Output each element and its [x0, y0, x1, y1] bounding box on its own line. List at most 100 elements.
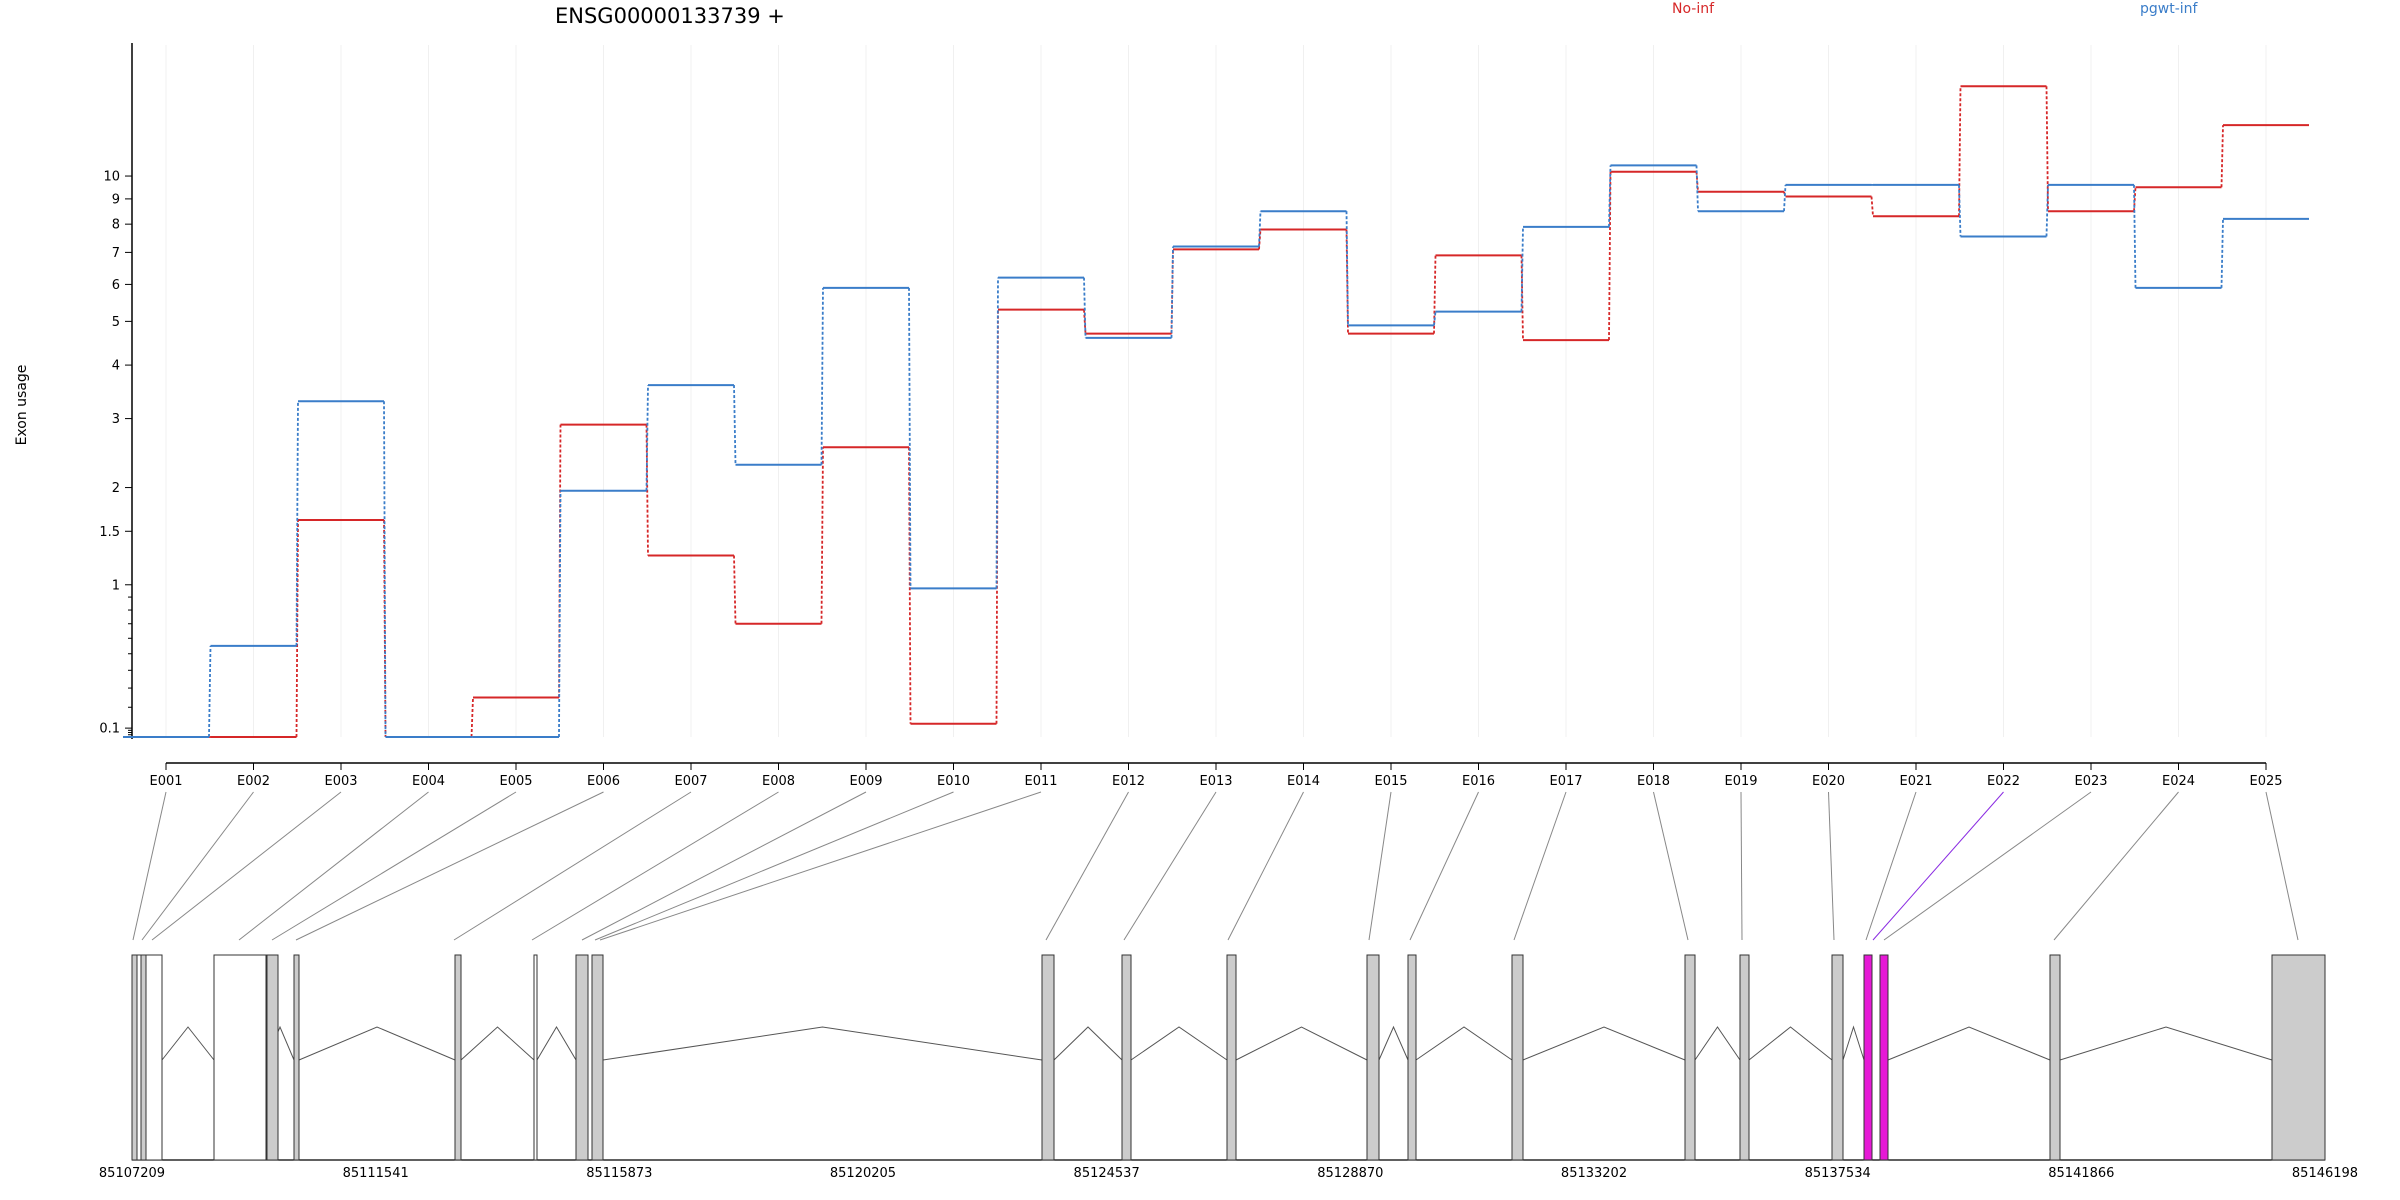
connector-E022: [1872, 791, 2004, 941]
connector-E008: [531, 791, 779, 941]
x-tick-label-E019: E019: [1724, 774, 1757, 789]
connector-E012: [1045, 791, 1129, 941]
exon-box: [2271, 954, 2326, 1161]
y-tick-label: 9: [112, 192, 120, 207]
connector-E024: [2053, 791, 2179, 941]
connector-E019: [1740, 791, 1743, 941]
exon-box: [575, 954, 589, 1161]
segment-E001: [208, 645, 212, 738]
x-tick-label-E007: E007: [674, 774, 707, 789]
segment-E017: [1608, 171, 1612, 341]
coordinate-label: 85111541: [343, 1166, 409, 1181]
x-tick-label-E025: E025: [2249, 774, 2282, 789]
x-tick-label-E006: E006: [587, 774, 620, 789]
connector-E011: [599, 791, 1042, 941]
x-tick-label-E001: E001: [149, 774, 182, 789]
intron-arc: [1378, 1025, 1409, 1061]
x-tick-label-E010: E010: [937, 774, 970, 789]
exon-box: [1041, 954, 1055, 1161]
connector-E018: [1653, 791, 1689, 941]
intron-arc: [1748, 1026, 1833, 1061]
y-tick-label: 10: [103, 170, 120, 185]
x-tick-label-E014: E014: [1287, 774, 1320, 789]
gene-model: 85107209 85111541 85115873 85120205 85124537…: [99, 954, 2358, 1181]
exon-connectors: [132, 791, 2299, 941]
connector-E013: [1123, 791, 1217, 941]
segment-E019: [1783, 184, 1787, 212]
connector-E015: [1368, 791, 1392, 941]
x-tick-label-E009: E009: [849, 774, 882, 789]
segment-E020: [1870, 196, 1874, 217]
intron-arc: [602, 1026, 1043, 1061]
exon-box: [1407, 954, 1417, 1161]
exon-box: [1863, 954, 1873, 1161]
segment-E008: [820, 447, 824, 624]
coordinate-label: 85115873: [586, 1166, 652, 1181]
coordinate-label: 85128870: [1317, 1166, 1383, 1181]
x-tick-label-E015: E015: [1374, 774, 1407, 789]
intron-arc: [1522, 1026, 1686, 1061]
coordinate-label: 85107209: [99, 1166, 165, 1181]
segment-E023: [2133, 187, 2137, 212]
exon-box: [213, 954, 267, 1161]
connector-E003: [151, 791, 342, 941]
y-tick-label: 7: [112, 246, 120, 261]
segment-E004: [470, 697, 474, 738]
segment-E003: [383, 401, 387, 738]
exon-box: [293, 954, 300, 1161]
segment-E021: [1958, 184, 1962, 237]
connector-E017: [1513, 791, 1567, 941]
exon-box: [140, 954, 147, 1161]
segment-E003: [383, 520, 387, 738]
connector-E007: [453, 791, 692, 941]
intron-arc: [298, 1026, 456, 1061]
x-tick-label-E017: E017: [1549, 774, 1582, 789]
connector-E006: [295, 791, 604, 941]
segment-E022: [2045, 184, 2049, 237]
y-tick-label: 8: [112, 218, 120, 233]
intron-arc: [1130, 1026, 1228, 1061]
x-tick-label-E024: E024: [2162, 774, 2195, 789]
x-tick-label-E011: E011: [1024, 774, 1057, 789]
segment-E007: [733, 555, 737, 624]
y-tick-label: 3: [112, 412, 120, 427]
x-tick-label-E016: E016: [1462, 774, 1495, 789]
segment-E008: [820, 287, 824, 465]
connector-E021: [1865, 791, 1917, 941]
exon-box: [1831, 954, 1844, 1161]
y-tick-label: 1.5: [99, 525, 120, 540]
x-tick-label-E008: E008: [762, 774, 795, 789]
segment-E021: [1958, 86, 1962, 217]
segment-E016: [1520, 255, 1524, 341]
y-tick-label: 1: [112, 578, 120, 593]
connector-E023: [1883, 791, 2092, 941]
exon-box: [533, 954, 538, 1161]
segment-E002: [295, 401, 299, 646]
series-pgwt-inf: [123, 164, 2309, 738]
segment-E022: [2045, 86, 2049, 212]
chart-title: ENSG00000133739 +: [555, 4, 785, 28]
y-tick-label: 4: [112, 359, 120, 374]
segment-E010: [995, 277, 999, 589]
intron-arc: [161, 1026, 215, 1061]
segment-E024: [2220, 125, 2224, 188]
intron-arc: [460, 1026, 535, 1061]
segment-E006: [645, 385, 649, 491]
y-tick-label: 5: [112, 315, 120, 330]
coordinate-label: 85141866: [2048, 1166, 2114, 1181]
exon-box: [145, 954, 163, 1161]
coordinate-label: 85133202: [1561, 1166, 1627, 1181]
segment-E023: [2133, 184, 2137, 288]
intron-arc: [1415, 1026, 1513, 1061]
segment-E012: [1170, 246, 1174, 338]
y-tick-label: 2: [112, 481, 120, 496]
segment-E011: [1083, 277, 1087, 338]
segment-E005: [558, 490, 562, 738]
connector-E020: [1828, 791, 1835, 941]
x-tick-label-E022: E022: [1987, 774, 2020, 789]
segment-E009: [908, 287, 912, 589]
segment-E013: [1258, 229, 1262, 250]
x-tick-label-E018: E018: [1637, 774, 1670, 789]
y-axis-label: Exon usage: [14, 365, 30, 446]
